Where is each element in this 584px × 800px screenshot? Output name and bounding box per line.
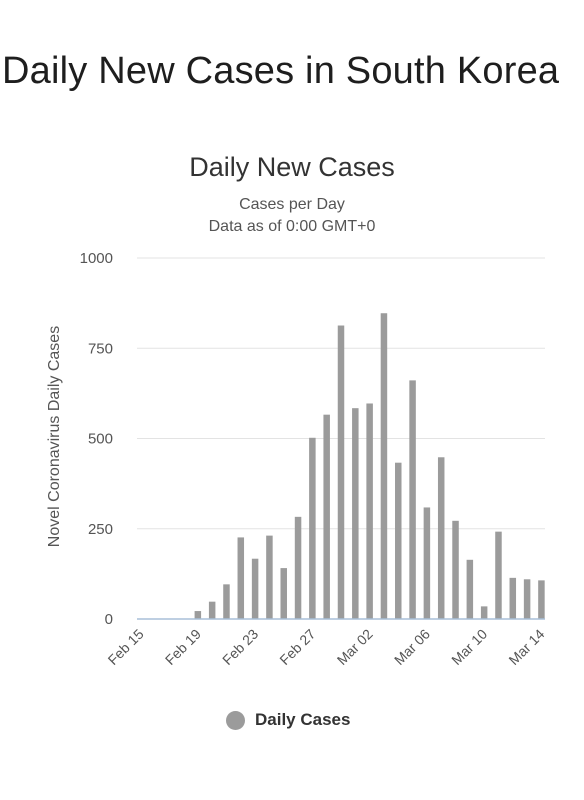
bar-feb-20: [208, 601, 216, 619]
bar-mar-02: [366, 403, 373, 619]
bar-mar-09: [466, 559, 474, 619]
bar-mar-01: [352, 408, 359, 619]
bar-feb-23: [251, 558, 259, 619]
bar-feb-19: [194, 611, 202, 619]
legend-label: Daily Cases: [255, 710, 351, 729]
y-tick-label-0: 0: [105, 611, 113, 628]
x-tick-label-mar-06: Mar 06: [391, 626, 433, 668]
x-tick-label-mar-02: Mar 02: [334, 626, 376, 668]
x-tick-label-feb-27: Feb 27: [276, 626, 318, 668]
bar-mar-11: [495, 531, 502, 619]
bar-mar-07: [437, 457, 445, 619]
bar-feb-25: [280, 568, 287, 619]
bar-mar-04: [395, 462, 402, 619]
bar-mar-14: [538, 580, 545, 619]
y-axis-title: Novel Coronavirus Daily Cases: [46, 326, 63, 547]
daily-cases-chart: 0 250 500 750 1000 Feb 15 Feb 19 Feb 23 Feb 27 Ma…: [46, 250, 548, 668]
x-tick-label-feb-19: Feb 19: [162, 626, 204, 668]
x-tick-label-mar-14: Mar 14: [505, 626, 547, 668]
chart-subtitle-line-1: Cases per Day: [239, 196, 345, 213]
bar-mar-03: [380, 313, 388, 619]
bar-feb-26: [294, 516, 302, 619]
y-tick-label-750: 750: [88, 340, 113, 357]
bar-feb-27: [309, 437, 316, 619]
bar-mar-10: [480, 606, 488, 619]
chart-title: Daily New Cases: [189, 152, 395, 182]
bar-mar-12: [509, 577, 517, 619]
bar-feb-24: [266, 535, 273, 619]
page-heading: Daily New Cases in South Korea: [2, 50, 560, 92]
bar-feb-28: [323, 414, 330, 619]
bar-mar-05: [409, 380, 416, 619]
chart-legend[interactable]: Daily Cases: [226, 710, 350, 730]
bar-feb-22: [237, 537, 245, 619]
bar-mar-13: [523, 579, 531, 619]
y-tick-label-250: 250: [88, 521, 113, 538]
chart-subtitle-line-2: Data as of 0:00 GMT+0: [208, 218, 376, 235]
x-tick-label-feb-23: Feb 23: [219, 626, 261, 668]
legend-swatch-circle: [226, 710, 245, 730]
bar-mar-06: [423, 507, 431, 619]
bar-feb-21: [223, 584, 230, 619]
y-tick-label-500: 500: [88, 431, 113, 448]
bar-feb-29: [337, 325, 345, 619]
x-tick-label-mar-10: Mar 10: [448, 626, 490, 668]
y-tick-label-1000: 1000: [80, 250, 113, 267]
bar-mar-08: [452, 520, 459, 619]
x-tick-label-feb-15: Feb 15: [105, 626, 147, 668]
